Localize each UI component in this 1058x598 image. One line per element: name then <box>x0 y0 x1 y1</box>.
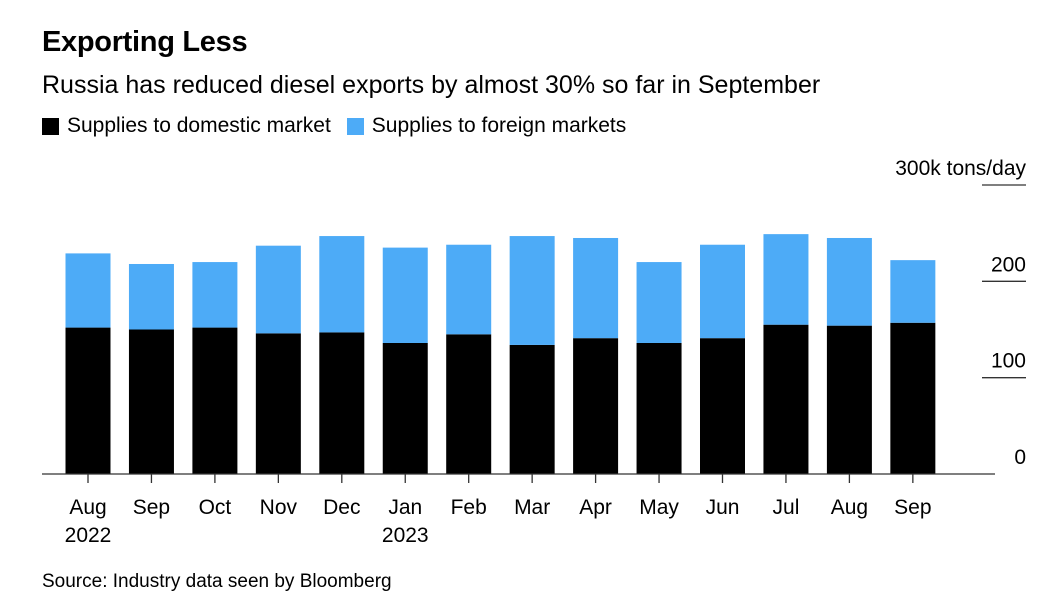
legend-item-foreign: Supplies to foreign markets <box>346 114 627 138</box>
x-tick-label: Aug <box>831 496 868 519</box>
bar-foreign <box>65 253 111 328</box>
bar-domestic <box>890 322 936 474</box>
legend-label-foreign: Supplies to foreign markets <box>371 114 627 137</box>
legend: Supplies to domestic market Supplies to … <box>42 114 642 138</box>
x-tick-label: Jun <box>706 496 740 519</box>
chart-title: Exporting Less <box>42 26 248 58</box>
x-tick-year-label: 2022 <box>65 524 112 547</box>
bar-domestic <box>382 342 428 474</box>
x-tick-label: Feb <box>451 496 487 519</box>
legend-swatch-domestic <box>42 117 59 135</box>
bar-foreign <box>382 247 428 343</box>
bar-foreign <box>573 237 619 339</box>
bar-domestic <box>319 332 365 474</box>
x-tick-label: Sep <box>894 496 931 519</box>
bar-foreign <box>890 260 936 323</box>
x-tick-label: Jul <box>773 496 800 519</box>
x-tick-label: Mar <box>514 496 550 519</box>
bar-foreign <box>636 262 682 343</box>
bar-foreign <box>128 263 174 330</box>
bar-domestic <box>763 324 809 474</box>
bar-foreign <box>700 244 745 339</box>
bar-foreign <box>446 244 492 335</box>
bar-domestic <box>255 333 301 474</box>
y-tick-label: 200 <box>991 253 1026 276</box>
bar-domestic <box>192 327 238 474</box>
bar-foreign <box>319 236 365 333</box>
bar-domestic <box>636 342 682 474</box>
bar-foreign <box>192 262 238 328</box>
bar-domestic <box>573 338 619 474</box>
x-tick-label: Apr <box>579 496 612 519</box>
x-tick-label: Aug <box>69 496 106 519</box>
y-tick-label: 300k tons/day <box>895 157 1026 180</box>
bar-domestic <box>700 338 745 474</box>
legend-label-domestic: Supplies to domestic market <box>67 114 331 137</box>
x-tick-label: Nov <box>260 496 298 519</box>
y-tick-label: 100 <box>991 350 1026 373</box>
x-tick-label: Oct <box>199 496 232 519</box>
legend-item-domestic: Supplies to domestic market <box>42 114 331 138</box>
bar-domestic <box>446 334 492 474</box>
bar-foreign <box>255 245 301 334</box>
bar-domestic <box>65 327 111 474</box>
bar-domestic <box>509 344 555 474</box>
bar-foreign <box>509 236 555 345</box>
legend-swatch-foreign <box>346 117 364 135</box>
bar-foreign <box>763 234 809 325</box>
y-tick-label: 0 <box>1014 446 1026 469</box>
bar-domestic <box>826 325 872 474</box>
bar-foreign <box>826 237 872 326</box>
x-tick-label: Sep <box>133 496 170 519</box>
source-note: Source: Industry data seen by Bloomberg <box>42 571 392 592</box>
x-tick-label: May <box>639 496 679 519</box>
x-tick-label: Jan <box>388 496 422 519</box>
chart-subtitle: Russia has reduced diesel exports by alm… <box>42 71 821 99</box>
bar-domestic <box>128 329 174 474</box>
x-tick-year-label: 2023 <box>382 524 429 547</box>
x-tick-label: Dec <box>323 496 360 519</box>
